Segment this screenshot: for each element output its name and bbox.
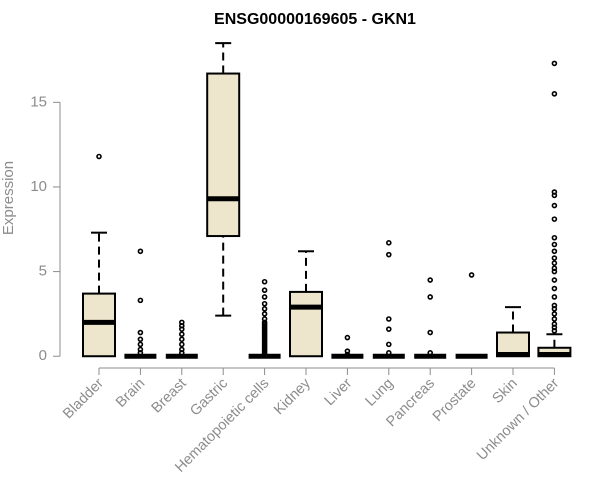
outlier-point	[551, 189, 558, 195]
x-tick-label: Kidney	[271, 375, 314, 418]
outlier-point	[261, 287, 268, 294]
box-series	[82, 42, 572, 359]
box-brain	[124, 248, 157, 359]
outlier-point	[385, 326, 392, 332]
y-tick-label: 5	[39, 263, 47, 280]
outlier-point	[179, 331, 185, 338]
outlier-point	[137, 248, 144, 255]
box-unknown-other	[537, 60, 572, 358]
x-tick-label: Bladder	[60, 375, 107, 422]
outlier-point	[137, 346, 144, 353]
x-tick-label: Lung	[362, 376, 396, 410]
outlier-point	[385, 316, 392, 322]
x-tick-label: Prostate	[430, 376, 479, 425]
outlier-point	[551, 316, 558, 322]
outlier-point	[551, 216, 558, 222]
outlier-point	[551, 302, 558, 309]
outlier-point	[551, 321, 558, 327]
outlier-point	[551, 60, 558, 67]
outlier-point	[427, 294, 434, 300]
outlier-point	[427, 277, 434, 283]
outlier-point	[385, 350, 392, 356]
outlier-point	[551, 241, 558, 248]
y-tick-label: 10	[30, 178, 47, 195]
outlier-point	[551, 248, 558, 255]
x-tick-label: Skin	[490, 376, 521, 407]
outlier-point	[385, 240, 392, 246]
outlier-point	[137, 297, 144, 304]
outlier-point	[96, 153, 102, 160]
outlier-point	[179, 319, 185, 326]
outlier-point	[551, 277, 558, 283]
outlier-point	[137, 341, 144, 348]
box-breast	[165, 319, 198, 359]
outlier-point	[261, 294, 268, 300]
x-tick-label: Brain	[113, 376, 148, 411]
outlier-point	[551, 265, 558, 272]
outlier-point	[344, 334, 351, 341]
outlier-point	[427, 329, 434, 336]
x-tick-label: Liver	[322, 375, 356, 409]
outlier-point	[427, 350, 434, 356]
outlier-point	[385, 341, 392, 348]
outlier-point	[137, 336, 144, 343]
outlier-point	[385, 251, 392, 258]
outlier-point	[551, 255, 558, 261]
outlier-point	[344, 348, 351, 354]
box-prostate	[455, 272, 488, 359]
outlier-point	[551, 91, 558, 97]
outlier-point	[261, 311, 268, 317]
box-pancreas	[414, 277, 447, 359]
outlier-point	[261, 306, 268, 312]
y-tick-label: 0	[39, 347, 47, 364]
iqr-box	[206, 72, 241, 238]
box-liver	[331, 334, 364, 359]
outlier-point	[261, 300, 268, 307]
chart-title: ENSG00000169605 - GKN1	[214, 11, 416, 28]
box-bladder	[82, 153, 116, 358]
outlier-point	[468, 272, 475, 278]
outlier-point	[551, 202, 558, 209]
outlier-point	[179, 336, 185, 343]
x-tick-label: Breast	[149, 376, 190, 417]
outlier-point	[551, 234, 558, 241]
outlier-point	[179, 346, 185, 353]
box-gastric	[206, 42, 241, 317]
outlier-point	[551, 294, 558, 300]
outlier-point	[261, 278, 268, 285]
y-axis-label: Expression	[0, 161, 17, 235]
box-kidney	[289, 250, 323, 358]
outlier-point	[551, 260, 558, 266]
box-hematopoietic-cells	[248, 278, 281, 359]
outlier-point	[551, 311, 558, 317]
y-tick-label: 15	[30, 93, 47, 110]
iqr-box	[289, 290, 323, 358]
outlier-point	[551, 285, 558, 292]
outlier-point	[137, 329, 144, 336]
box-skin	[496, 306, 530, 358]
outlier-point	[179, 341, 185, 348]
iqr-box	[82, 292, 116, 358]
outlier-point	[261, 316, 268, 322]
box-lung	[372, 240, 405, 359]
y-axis: 0 5 10 15	[30, 93, 61, 364]
